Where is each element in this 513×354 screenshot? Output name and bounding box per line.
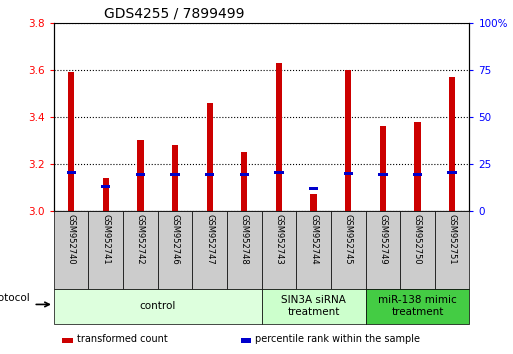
Text: GSM952751: GSM952751 bbox=[447, 214, 457, 264]
Bar bbox=[54, 289, 262, 324]
Bar bbox=[88, 211, 123, 289]
Text: SIN3A siRNA
treatment: SIN3A siRNA treatment bbox=[281, 295, 346, 317]
Bar bbox=[365, 211, 400, 289]
Text: GSM952740: GSM952740 bbox=[67, 214, 76, 264]
Bar bbox=[296, 211, 331, 289]
Bar bbox=[449, 77, 455, 211]
Bar bbox=[435, 211, 469, 289]
Bar bbox=[365, 289, 469, 324]
Text: GSM952742: GSM952742 bbox=[136, 214, 145, 264]
Bar bbox=[331, 211, 365, 289]
Text: GSM952744: GSM952744 bbox=[309, 214, 318, 264]
Text: GSM952741: GSM952741 bbox=[101, 214, 110, 264]
Bar bbox=[241, 152, 247, 211]
Bar bbox=[103, 178, 109, 211]
Bar bbox=[172, 145, 178, 211]
Bar bbox=[67, 171, 76, 174]
Bar bbox=[415, 121, 421, 211]
Text: GSM952748: GSM952748 bbox=[240, 214, 249, 264]
Text: transformed count: transformed count bbox=[77, 334, 167, 344]
Bar bbox=[192, 211, 227, 289]
Bar bbox=[241, 338, 251, 343]
Text: GSM952749: GSM952749 bbox=[378, 214, 387, 264]
Text: miR-138 mimic
treatment: miR-138 mimic treatment bbox=[378, 295, 457, 317]
Bar bbox=[170, 173, 180, 176]
Bar bbox=[380, 126, 386, 211]
Text: GDS4255 / 7899499: GDS4255 / 7899499 bbox=[104, 6, 244, 21]
Bar bbox=[274, 171, 284, 174]
Bar bbox=[262, 211, 296, 289]
Text: percentile rank within the sample: percentile rank within the sample bbox=[255, 334, 420, 344]
Bar bbox=[227, 211, 262, 289]
Bar bbox=[62, 338, 72, 343]
Bar bbox=[310, 194, 317, 211]
Text: GSM952747: GSM952747 bbox=[205, 214, 214, 264]
Bar bbox=[158, 211, 192, 289]
Bar bbox=[68, 72, 74, 211]
Bar bbox=[345, 70, 351, 211]
Bar bbox=[207, 103, 213, 211]
Bar bbox=[400, 211, 435, 289]
Bar bbox=[123, 211, 158, 289]
Text: protocol: protocol bbox=[0, 293, 30, 303]
Bar bbox=[413, 173, 422, 176]
Bar bbox=[205, 173, 214, 176]
Bar bbox=[240, 173, 249, 176]
Bar bbox=[309, 187, 318, 190]
Text: GSM952745: GSM952745 bbox=[344, 214, 353, 264]
Text: GSM952743: GSM952743 bbox=[274, 214, 284, 264]
Text: GSM952750: GSM952750 bbox=[413, 214, 422, 264]
Bar bbox=[378, 173, 387, 176]
Bar bbox=[54, 211, 88, 289]
Bar bbox=[137, 140, 144, 211]
Bar bbox=[262, 289, 365, 324]
Text: control: control bbox=[140, 301, 176, 311]
Text: GSM952746: GSM952746 bbox=[170, 214, 180, 264]
Bar bbox=[344, 172, 353, 175]
Bar bbox=[276, 63, 282, 211]
Bar bbox=[136, 173, 145, 176]
Bar bbox=[447, 171, 457, 174]
Bar bbox=[101, 185, 110, 188]
